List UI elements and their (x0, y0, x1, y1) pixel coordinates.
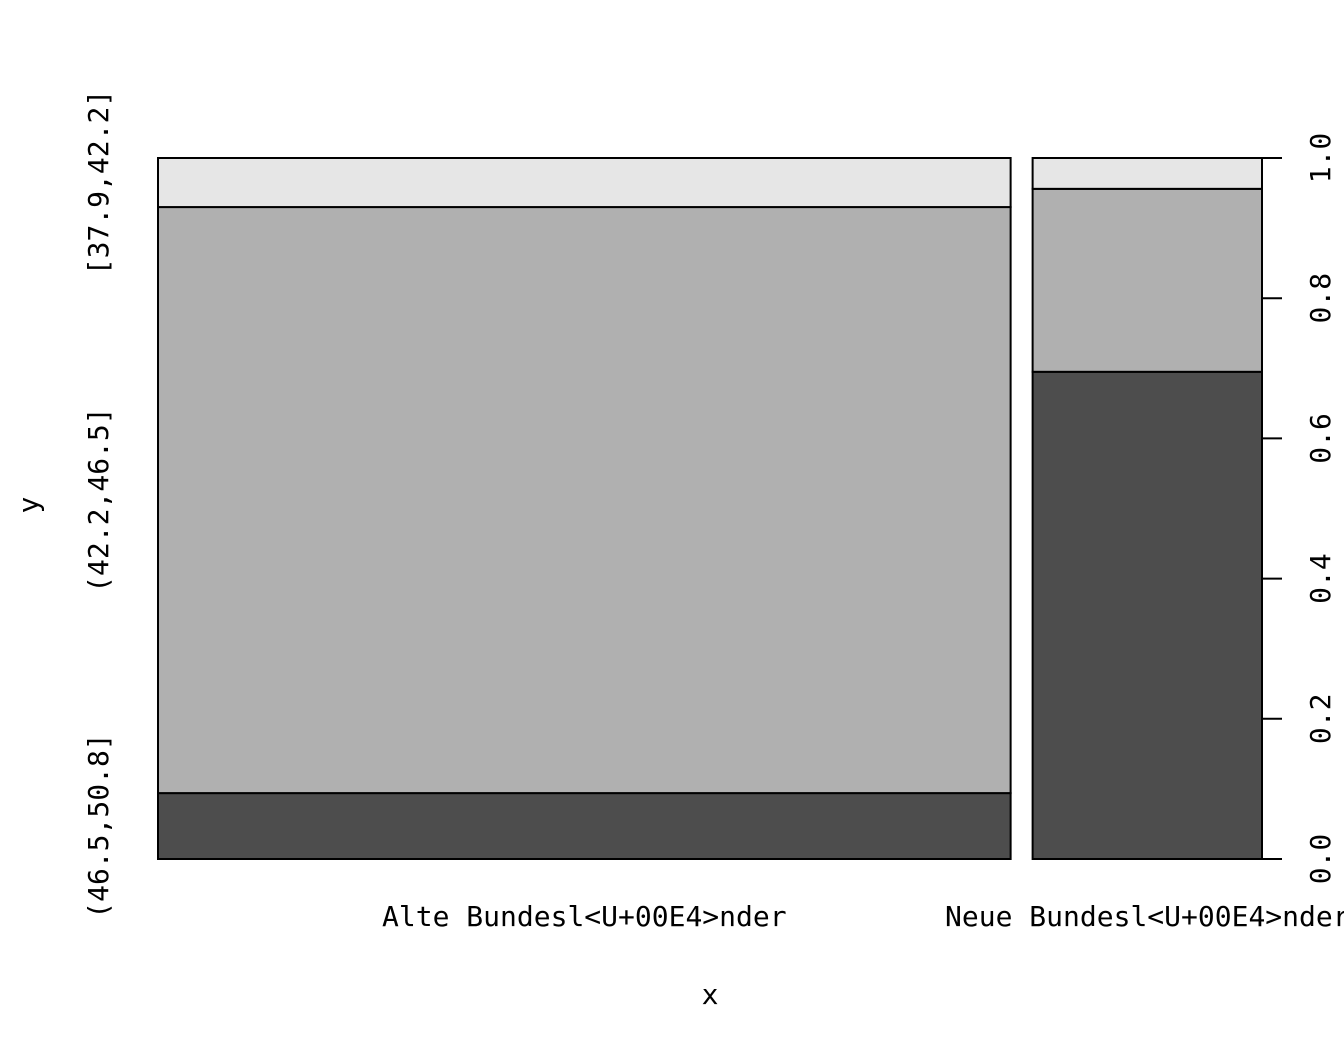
legend-label: (46.5,50.8] (82, 733, 115, 918)
y-tick-label: 0.8 (1304, 273, 1337, 324)
x-tick-label: Alte Bundesl<U+00E4>nder (382, 900, 787, 933)
segment (157, 206, 1012, 795)
segment (1031, 157, 1263, 190)
segment (1031, 187, 1263, 373)
segment (1031, 370, 1263, 860)
y-tick-label: 0.4 (1304, 553, 1337, 604)
y-tick-label: 0.2 (1304, 694, 1337, 745)
legend-label: (42.2,46.5] (82, 407, 115, 592)
x-axis-label: x (702, 978, 719, 1011)
legend-label: [37.9,42.2] (82, 90, 115, 275)
y-tick-label: 0.0 (1304, 834, 1337, 885)
x-tick-label: Neue Bundesl<U+00E4>nder (945, 900, 1344, 933)
y-tick-label: 1.0 (1304, 133, 1337, 184)
y-tick-label: 0.6 (1304, 413, 1337, 464)
segment (157, 792, 1012, 861)
segment (157, 157, 1012, 209)
y-axis-label: y (12, 497, 45, 514)
